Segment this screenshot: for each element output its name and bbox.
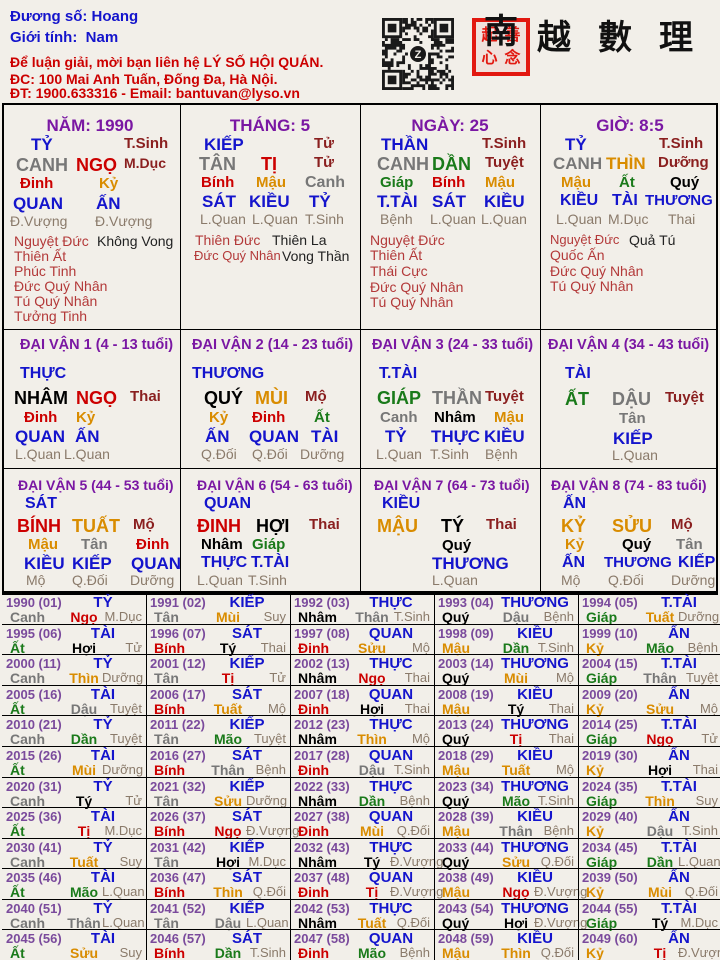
svg-text:Z: Z bbox=[415, 49, 422, 61]
